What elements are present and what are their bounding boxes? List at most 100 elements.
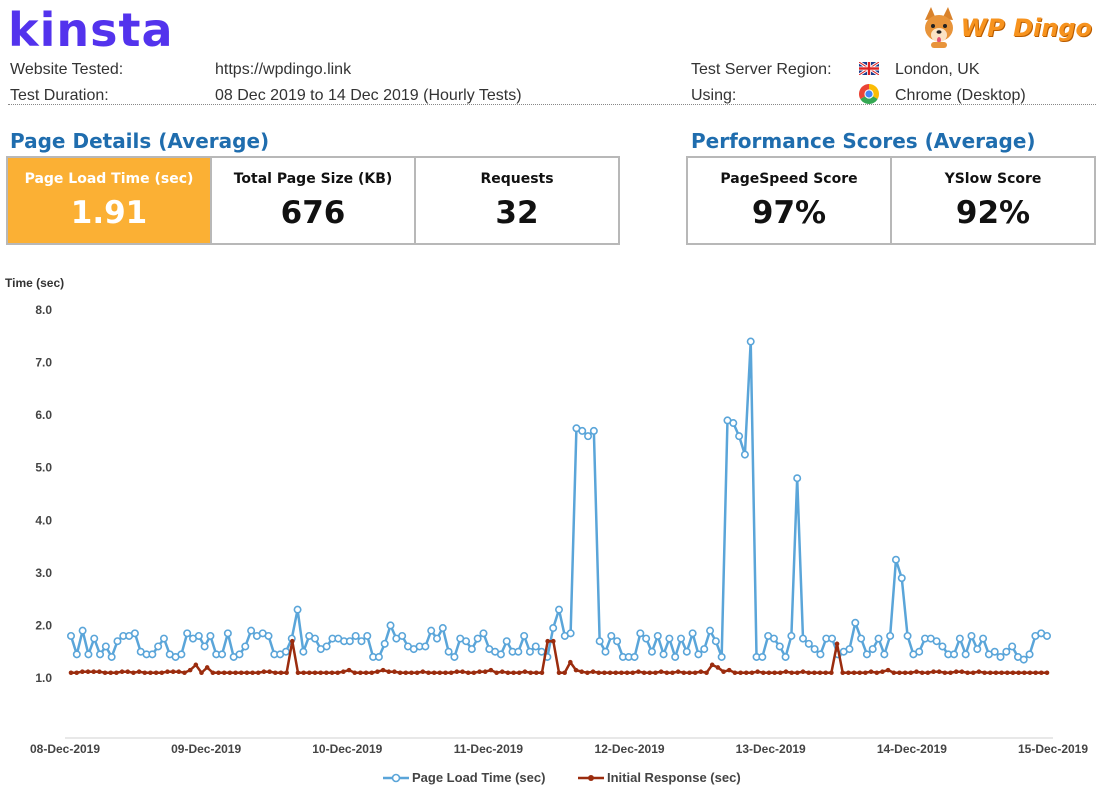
x-tick-label: 12-Dec-2019 [595,742,665,756]
y-tick-label: 8.0 [35,303,52,317]
data-point [863,670,868,676]
data-point [1043,631,1052,640]
data-point [444,647,453,656]
data-point [735,432,744,441]
data-point [1019,655,1028,664]
data-point [665,634,674,643]
card-value: 676 [280,195,346,231]
data-point [658,669,664,674]
data-point [397,670,403,676]
data-point [798,634,807,643]
data-point [868,669,874,674]
data-point [758,652,767,661]
data-point [726,667,732,673]
data-point [465,670,471,676]
data-point [711,637,720,646]
card-label: PageSpeed Score [720,171,858,187]
data-point [880,650,889,659]
dog-mascot-icon [924,7,953,48]
data-point [96,650,105,659]
data-point [816,650,825,659]
data-point [630,670,636,676]
card-value: 92% [955,195,1031,231]
data-point [990,647,999,656]
data-point [692,670,698,676]
data-point [322,642,331,651]
data-point [471,670,477,676]
card-label: Requests [480,171,554,187]
data-point [596,670,602,676]
data-point [584,432,593,441]
y-tick-label: 7.0 [35,356,52,370]
website-tested-value: https://wpdingo.link [215,61,352,78]
data-point [840,670,846,676]
data-point [295,670,301,676]
data-point [955,634,964,643]
data-point [862,650,871,659]
data-point [531,642,540,651]
y-tick-label: 1.0 [35,671,52,685]
data-point [781,652,790,661]
x-tick-label: 14-Dec-2019 [877,742,947,756]
data-point [1025,650,1034,659]
y-tick-label: 5.0 [35,461,52,475]
data-point [760,670,766,676]
data-point [846,670,851,676]
data-point [102,670,108,676]
data-point [641,670,647,676]
data-point [1002,647,1011,656]
data-point [687,670,692,676]
data-point [420,669,426,674]
data-point [159,670,165,676]
data-point [148,650,157,659]
data-point [130,629,139,638]
data-point [936,669,942,674]
data-point [136,669,142,674]
data-point [534,670,539,676]
data-point [607,670,613,676]
x-tick-label: 10-Dec-2019 [312,742,382,756]
data-point [525,647,534,656]
data-point [601,647,610,656]
data-point [153,670,159,676]
data-point [595,637,604,646]
data-point [1027,670,1033,676]
page-details-title: Page Details (Average) [10,129,270,153]
data-point [210,670,216,676]
data-point [341,669,346,674]
data-point [772,670,777,676]
data-point [573,667,579,673]
data-point [187,667,193,673]
data-point [793,474,802,483]
x-tick-label: 15-Dec-2019 [1018,742,1088,756]
data-point [676,634,685,643]
data-point [307,670,312,676]
data-point [227,670,233,676]
data-point [647,647,656,656]
data-point [119,669,125,674]
data-point [477,669,482,674]
card-value: 32 [495,195,539,231]
data-point [993,670,999,676]
data-point [386,621,395,630]
data-point [462,637,471,646]
data-point [108,670,114,676]
data-point [845,645,854,654]
kinsta-logo: kinsta [8,3,174,57]
data-point [165,669,170,674]
data-point [653,631,662,640]
data-point [380,639,389,648]
data-point [494,670,499,676]
data-point [903,631,912,640]
data-point [636,629,645,638]
data-point [914,669,919,674]
data-point [787,631,796,640]
data-point [709,662,715,668]
data-point [996,652,1005,661]
data-point [72,650,81,659]
data-point [131,670,136,676]
data-point [659,650,668,659]
data-point [358,670,363,676]
data-point [613,637,622,646]
using-value: Chrome (Desktop) [895,87,1026,104]
